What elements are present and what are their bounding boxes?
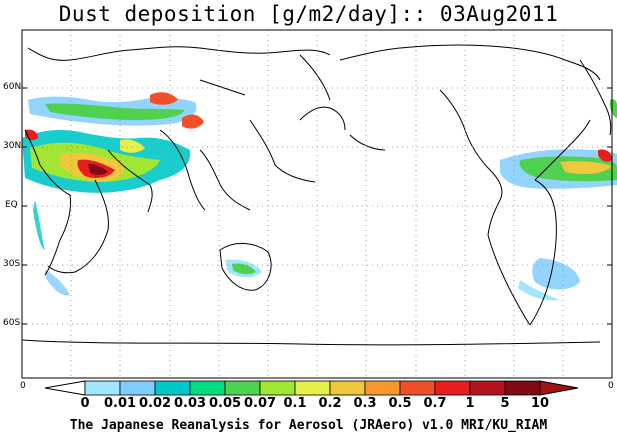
colorbar-box xyxy=(155,381,190,395)
colorbar-box xyxy=(330,381,365,395)
colorbar-box xyxy=(225,381,260,395)
colorbar-label: 0.03 xyxy=(174,396,206,411)
credit-line: The Japanese Reanalysis for Aerosol (JRA… xyxy=(0,418,617,433)
colorbar-box xyxy=(435,381,470,395)
colorbar-label: 0.5 xyxy=(388,396,411,411)
colorbar-over-arrow xyxy=(540,381,578,395)
colorbar-label: 0.01 xyxy=(104,396,136,411)
colorbar-boxes xyxy=(45,381,578,395)
colorbar-under-arrow xyxy=(45,381,85,395)
colorbar-label: 1 xyxy=(465,396,474,411)
colorbar-box xyxy=(85,381,120,395)
colorbar-label: 0.02 xyxy=(139,396,171,411)
colorbar-label: 10 xyxy=(531,396,549,411)
colorbar-box xyxy=(400,381,435,395)
colorbar-label: 0.07 xyxy=(244,396,276,411)
colorbar-box xyxy=(120,381,155,395)
colorbar-label: 0.2 xyxy=(318,396,341,411)
colorbar-label: 0.3 xyxy=(353,396,376,411)
colorbar-box xyxy=(190,381,225,395)
colorbar-label: 5 xyxy=(500,396,509,411)
colorbar-label: 0 xyxy=(80,396,89,411)
colorbar-label: 0.05 xyxy=(209,396,241,411)
colorbar-box xyxy=(505,381,540,395)
colorbar-box xyxy=(260,381,295,395)
colorbar-label: 0.1 xyxy=(283,396,306,411)
colorbar-box xyxy=(365,381,400,395)
colorbar-box xyxy=(470,381,505,395)
colorbar-label: 0.7 xyxy=(423,396,446,411)
colorbar-box xyxy=(295,381,330,395)
